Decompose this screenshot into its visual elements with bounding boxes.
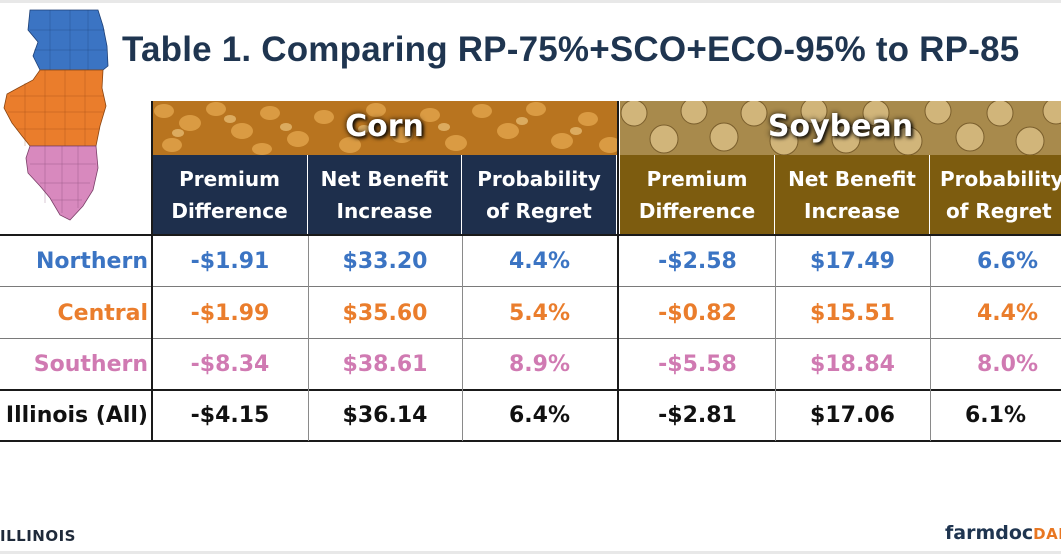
table-cell: 4.4% (976, 300, 1038, 326)
soybean-banner: Soybean (620, 101, 1061, 155)
table-cell: -$5.58 (658, 351, 737, 377)
table-cell: -$2.81 (658, 402, 737, 428)
table-cell: $17.06 (810, 402, 895, 428)
table-cell: 6.4% (508, 402, 570, 428)
soybean-texture (620, 101, 1061, 155)
corn-heading: Corn (345, 109, 424, 144)
header-line: Probability (477, 166, 601, 191)
header-line: Increase (804, 198, 900, 223)
column-divider (308, 236, 309, 441)
corn-kernel-texture (154, 102, 617, 155)
table-cell: -$8.34 (190, 351, 270, 377)
table-cell: -$4.15 (190, 402, 270, 428)
top-border (0, 0, 1061, 3)
column-divider (930, 236, 931, 441)
total-row-top-rule (0, 389, 1061, 391)
header-line: Premium (646, 166, 748, 191)
region-label-northern: Northern (36, 248, 148, 274)
column-divider (775, 236, 776, 441)
header-line: Difference (171, 198, 288, 223)
table-cell: -$0.82 (658, 300, 737, 326)
table-cell: $33.20 (342, 248, 428, 274)
table-cell: 8.0% (976, 351, 1038, 377)
header-line: of Regret (946, 198, 1052, 223)
region-label-illinois-all: Illinois (All) (5, 402, 148, 428)
farmdoc-logo-accent: DAI (1033, 525, 1061, 543)
crop-divider (617, 101, 619, 442)
table-cell: $36.14 (342, 402, 428, 428)
illinois-region-map (3, 9, 109, 221)
region-column-divider (151, 101, 153, 442)
table-title: Table 1. Comparing RP-75%+SCO+ECO-95% to… (122, 30, 1020, 69)
map-region-central (3, 69, 107, 147)
soybean-net-benefit-header: Net Benefit Increase (775, 155, 930, 234)
corn-net-benefit-header: Net Benefit Increase (308, 155, 462, 234)
header-line: Premium (179, 166, 280, 191)
table-cell: -$1.91 (190, 248, 270, 274)
header-line: of Regret (486, 198, 592, 223)
soybean-probability-of-regret-header: Probability of Regret (930, 155, 1061, 234)
farmdoc-logo-text: farmdoc (945, 522, 1034, 544)
farmdoc-logo: farmdocDAI (945, 522, 1061, 544)
column-divider (462, 236, 463, 441)
bottom-border (0, 551, 1061, 554)
region-label-southern: Southern (33, 351, 148, 377)
row-divider (0, 286, 1061, 287)
table-cell: $17.49 (810, 248, 895, 274)
table-cell: -$2.58 (658, 248, 737, 274)
table-cell: $35.60 (342, 300, 428, 326)
table-cell: $18.84 (810, 351, 895, 377)
table-bottom-rule (0, 440, 1061, 442)
header-line: Increase (336, 198, 433, 223)
table-cell: 6.1% (964, 402, 1026, 428)
region-label-central: Central (57, 300, 148, 326)
row-divider (0, 338, 1061, 339)
corn-probability-of-regret-header: Probability of Regret (462, 155, 617, 234)
illinois-logo-text: ILLINOIS (0, 527, 76, 545)
table-cell: -$1.99 (190, 300, 270, 326)
table-cell: $15.51 (810, 300, 895, 326)
table-cell: 6.6% (976, 248, 1038, 274)
table-cell: 5.4% (508, 300, 570, 326)
soybean-heading: Soybean (767, 109, 914, 144)
table-cell: $38.61 (342, 351, 428, 377)
header-line: Net Benefit (788, 166, 916, 191)
header-line: Net Benefit (320, 166, 449, 191)
header-line: Difference (638, 198, 756, 223)
table-cell: 4.4% (508, 248, 570, 274)
table-cell: 8.9% (508, 351, 570, 377)
header-bottom-rule (0, 234, 1061, 236)
corn-banner: Corn (152, 101, 617, 155)
header-line: Probability (940, 166, 1061, 191)
corn-premium-difference-header: Premium Difference (152, 155, 308, 234)
soybean-premium-difference-header: Premium Difference (620, 155, 775, 234)
map-region-northern (27, 9, 109, 71)
